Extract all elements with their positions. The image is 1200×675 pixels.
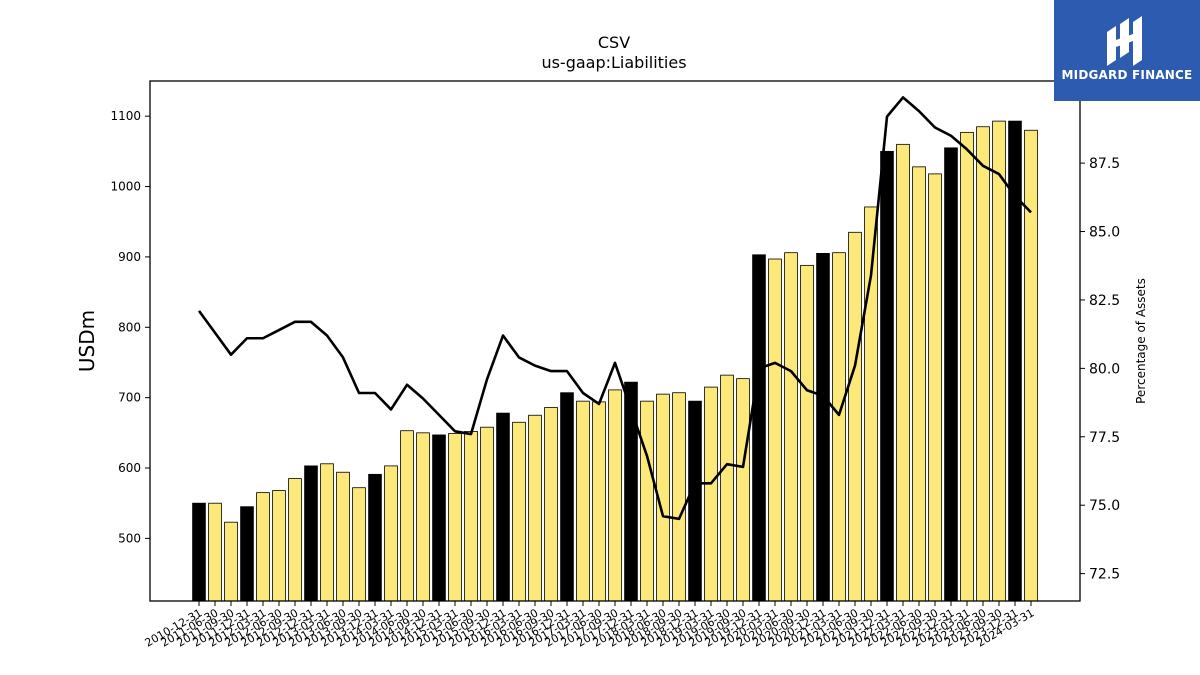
- bar-2022-12-31: [944, 147, 958, 602]
- y-tick-label: 700: [118, 391, 141, 405]
- bar-2020-06-30: [784, 252, 798, 602]
- bar-2019-12-31: [752, 254, 766, 602]
- bar-2011-06-30: [208, 502, 222, 602]
- y-tick-label: 800: [118, 320, 141, 334]
- brand-logo: MIDGARD FINANCE: [1054, 0, 1200, 101]
- bar-2013-03-31: [320, 463, 334, 602]
- y-axis-label: USDm: [75, 310, 99, 372]
- y2-tick-label: 75.0: [1089, 498, 1120, 514]
- bar-2016-12-31: [560, 392, 574, 602]
- bar-2020-12-31: [816, 252, 830, 602]
- midgard-logo-icon: [1107, 16, 1142, 66]
- bar-2017-09-30: [608, 389, 622, 602]
- bar-2018-09-30: [672, 392, 686, 602]
- bar-2022-06-30: [912, 166, 926, 602]
- bar-2016-06-30: [528, 414, 542, 602]
- bar-2013-09-30: [352, 487, 366, 602]
- bar-2020-09-30: [800, 264, 814, 602]
- bar-2012-03-31: [256, 492, 270, 602]
- bar-2010-12-31: [192, 502, 206, 602]
- y2-tick-label: 80.0: [1089, 361, 1120, 377]
- bar-2017-03-31: [576, 400, 590, 602]
- bar-2016-03-31: [512, 421, 526, 602]
- bar-2023-03-31: [960, 131, 974, 602]
- y2-tick-label: 85.0: [1089, 225, 1120, 241]
- bar-2021-06-30: [848, 231, 862, 602]
- bar-2023-12-31: [1008, 120, 1022, 602]
- brand-name: MIDGARD FINANCE: [1061, 68, 1193, 82]
- y-tick-label: 1100: [110, 109, 141, 123]
- y-tick-label: 900: [118, 250, 141, 264]
- bar-2021-12-31: [880, 150, 894, 602]
- bar-2021-03-31: [832, 252, 846, 602]
- y-tick-label: 500: [118, 531, 141, 545]
- y-tick-label: 1000: [110, 180, 141, 194]
- bar-2012-06-30: [272, 490, 286, 602]
- line-group: [197, 96, 1032, 521]
- bar-2015-03-31: [448, 433, 462, 602]
- bar-2012-09-30: [288, 478, 302, 602]
- bar-2012-12-31: [304, 465, 318, 602]
- y2-tick-label: 82.5: [1089, 293, 1120, 309]
- y2-tick-label: 72.5: [1089, 567, 1120, 583]
- bar-2013-12-31: [368, 473, 382, 602]
- y2-axis: 72.575.077.580.082.585.087.590.0: [1080, 88, 1120, 583]
- bar-2018-03-31: [640, 400, 654, 602]
- bar-2017-06-30: [592, 401, 606, 602]
- y2-axis-label: Percentage of Assets: [1134, 278, 1148, 404]
- bar-2018-12-31: [688, 400, 702, 602]
- bar-2020-03-31: [768, 258, 782, 602]
- bar-2015-12-31: [496, 412, 510, 602]
- bar-2016-09-30: [544, 407, 558, 602]
- bar-2019-09-30: [736, 378, 750, 602]
- bar-2014-09-30: [416, 432, 430, 602]
- bar-2024-03-31: [1024, 129, 1038, 602]
- bar-2011-12-31: [240, 506, 254, 602]
- bar-2014-06-30: [400, 430, 414, 602]
- x-axis: 2010-12-312011-06-302011-09-302011-12-31…: [143, 601, 1037, 650]
- bar-2022-09-30: [928, 173, 942, 602]
- bar-2019-06-30: [720, 374, 734, 602]
- bar-group: [192, 120, 1038, 602]
- bar-2014-12-31: [432, 434, 446, 602]
- bar-2023-06-30: [976, 126, 990, 602]
- bar-2011-09-30: [224, 521, 238, 602]
- bar-2019-03-31: [704, 386, 718, 602]
- bar-2014-03-31: [384, 465, 398, 602]
- bar-2017-12-31: [624, 381, 638, 602]
- bar-2013-06-30: [336, 471, 350, 602]
- chart-subtitle: us-gaap:Liabilities: [541, 53, 686, 72]
- bar-2015-09-30: [480, 426, 494, 602]
- y-tick-label: 600: [118, 461, 141, 475]
- y-axis: 500 600 700 800 900 1000 1100: [110, 109, 150, 545]
- y2-tick-label: 87.5: [1089, 156, 1120, 172]
- bar-2015-06-30: [464, 431, 478, 602]
- y2-tick-label: 77.5: [1089, 430, 1120, 446]
- chart-title: CSV: [598, 33, 630, 52]
- bar-2023-09-30: [992, 120, 1006, 602]
- bar-2022-03-31: [896, 143, 910, 602]
